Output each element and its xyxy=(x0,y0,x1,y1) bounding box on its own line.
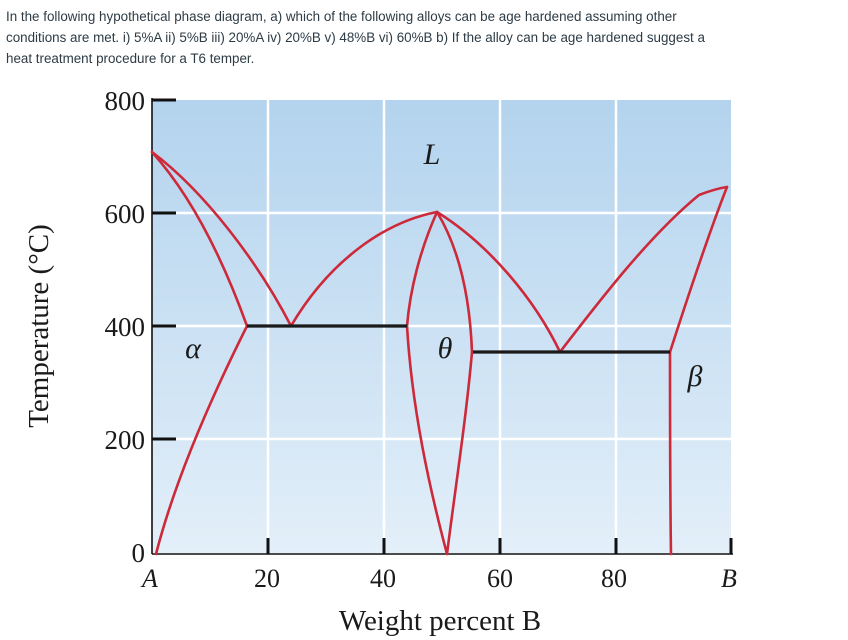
y-axis-label: Temperature (°C) xyxy=(23,224,55,428)
theta-left-boundary xyxy=(405,210,449,556)
liquidus-e2-b xyxy=(558,185,729,354)
liquidus-theta-e2 xyxy=(435,210,562,354)
beta-solidus xyxy=(668,185,729,354)
x-tick-a: A xyxy=(140,564,158,593)
question-text: In the following hypothetical phase diag… xyxy=(6,6,826,69)
x-tick-80: 80 xyxy=(601,564,627,593)
question-line-3: heat treatment procedure for a T6 temper… xyxy=(6,51,255,66)
y-tick-0: 0 xyxy=(132,538,146,568)
y-tick-marks xyxy=(152,98,176,441)
y-tick-400: 400 xyxy=(105,312,146,342)
y-tick-200: 200 xyxy=(105,425,146,455)
question-line-1: In the following hypothetical phase diag… xyxy=(6,9,677,24)
phase-boundaries xyxy=(150,150,729,556)
y-tick-600: 600 xyxy=(105,199,146,229)
y-tick-800: 800 xyxy=(105,86,146,116)
x-axis-label: Weight percent B xyxy=(339,605,541,637)
eutectic-lines xyxy=(247,324,670,354)
x-tick-20: 20 xyxy=(254,564,280,593)
x-tick-marks xyxy=(266,538,733,554)
beta-solvus xyxy=(668,350,673,556)
phase-label-theta: θ xyxy=(438,332,453,365)
phase-label-alpha: α xyxy=(185,332,202,365)
alpha-solvus xyxy=(154,324,249,556)
x-tick-40: 40 xyxy=(370,564,396,593)
liquidus-e1-theta xyxy=(289,210,439,328)
x-tick-b: B xyxy=(721,564,737,593)
x-tick-60: 60 xyxy=(487,564,513,593)
question-line-2: conditions are met. i) 5%A ii) 5%B iii) … xyxy=(6,30,705,45)
phase-label-liquid: L xyxy=(423,138,441,171)
alpha-liquidus xyxy=(150,150,293,328)
theta-right-boundary xyxy=(435,210,474,556)
phase-label-beta: β xyxy=(687,360,703,393)
alpha-solidus xyxy=(150,150,249,328)
